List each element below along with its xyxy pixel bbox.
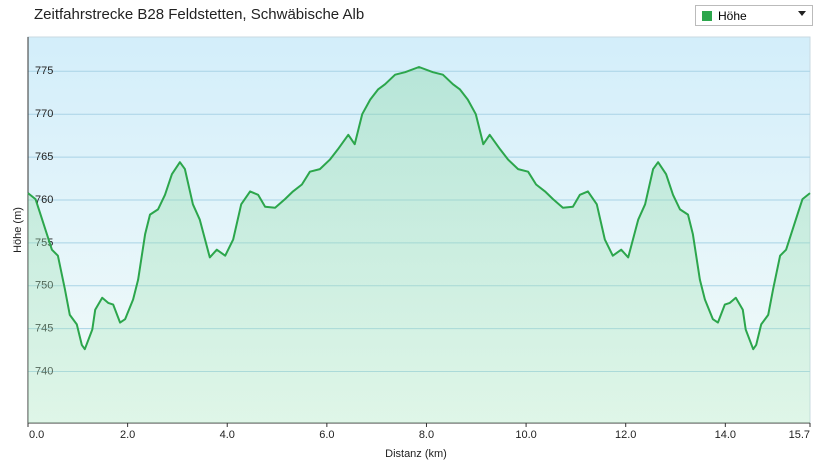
y-tick-label: 770 [35, 108, 53, 120]
x-tick-label: 15.7 [789, 429, 810, 441]
y-axis-label: Höhe (m) [12, 207, 24, 253]
x-tick-label: 14.0 [715, 429, 736, 441]
legend-dropdown[interactable]: Höhe [695, 5, 813, 26]
y-tick-label: 760 [35, 194, 53, 206]
x-tick-label: 4.0 [220, 429, 235, 441]
x-tick-label: 6.0 [319, 429, 334, 441]
x-tick-label: 0.0 [29, 429, 44, 441]
x-tick-label: 2.0 [120, 429, 135, 441]
chart-title: Zeitfahrstrecke B28 Feldstetten, Schwäbi… [34, 6, 364, 23]
x-tick-label: 10.0 [515, 429, 536, 441]
area-fill [28, 67, 810, 423]
x-tick-label: 8.0 [419, 429, 434, 441]
x-tick-label: 12.0 [615, 429, 636, 441]
elevation-line [27, 66, 811, 351]
y-tick-label: 765 [35, 151, 53, 163]
x-axis-label: Distanz (km) [385, 448, 447, 460]
dropdown-arrow[interactable] [798, 11, 806, 16]
legend-label: Höhe [718, 8, 747, 23]
y-tick-label: 775 [35, 65, 53, 77]
legend-swatch [702, 10, 712, 21]
